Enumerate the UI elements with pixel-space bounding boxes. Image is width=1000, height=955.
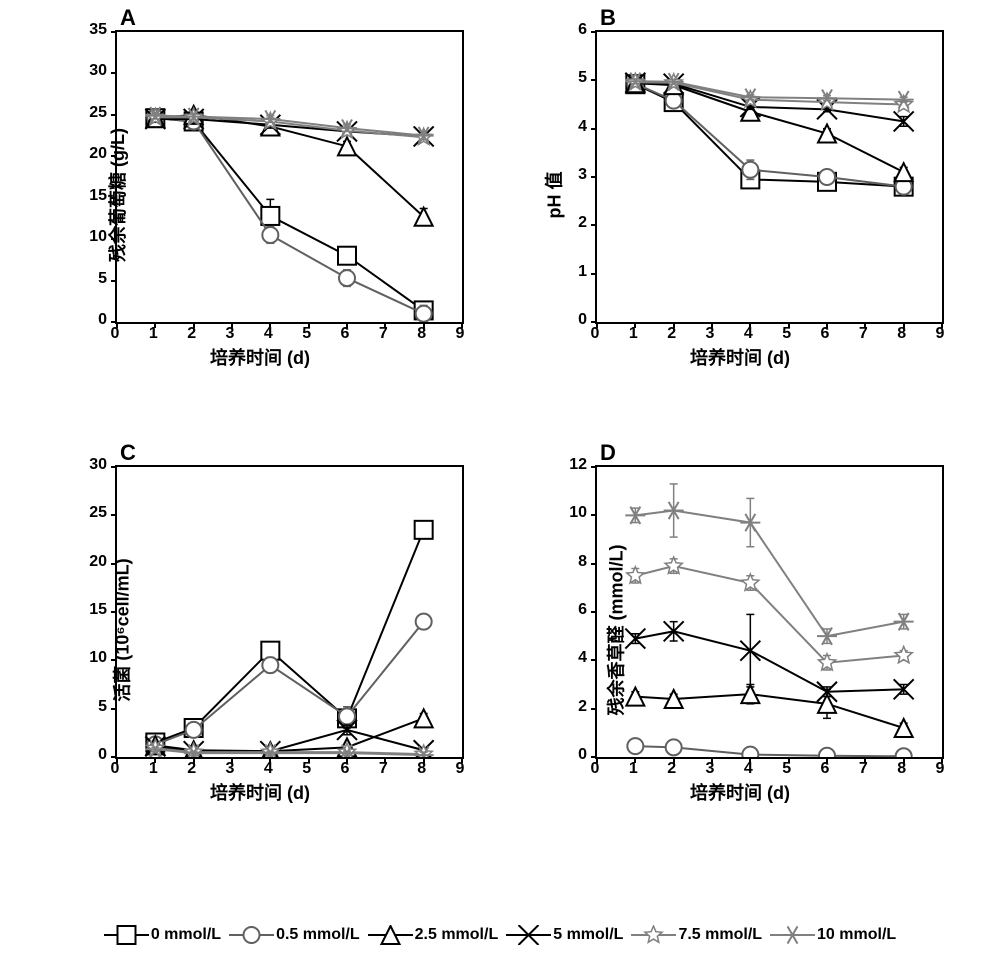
panel-a: A 残余葡萄糖 (g/L) 培养时间 (d) 05101520253035012… (40, 10, 480, 380)
legend-item: 2.5 mmol/L (368, 925, 499, 945)
panel-c-plot (115, 465, 464, 759)
panel-d: D 残余香草醛 (mmol/L) 培养时间 (d) 02468101201234… (520, 445, 960, 815)
legend-label: 5 mmol/L (553, 926, 623, 944)
panel-a-xlabel: 培养时间 (d) (210, 344, 310, 370)
legend-item: 0 mmol/L (104, 925, 221, 945)
legend-item: 5 mmol/L (506, 925, 623, 945)
panel-d-plot (595, 465, 944, 759)
legend-item: 7.5 mmol/L (631, 925, 762, 945)
panel-b-ylabel: pH 值 (541, 172, 567, 219)
legend-label: 0.5 mmol/L (276, 926, 360, 944)
panel-d-xlabel: 培养时间 (d) (690, 779, 790, 805)
panel-b-label: B (600, 5, 616, 31)
panel-c-xlabel: 培养时间 (d) (210, 779, 310, 805)
legend-label: 2.5 mmol/L (415, 926, 499, 944)
legend-label: 0 mmol/L (151, 926, 221, 944)
panel-d-label: D (600, 440, 616, 466)
panel-b: B pH 值 培养时间 (d) 01234560123456789 (520, 10, 960, 380)
legend-label: 10 mmol/L (817, 926, 896, 944)
legend-label: 7.5 mmol/L (678, 926, 762, 944)
figure-container: A 残余葡萄糖 (g/L) 培养时间 (d) 05101520253035012… (0, 0, 1000, 955)
panel-a-label: A (120, 5, 136, 31)
legend-item: 10 mmol/L (770, 925, 896, 945)
panel-a-plot (115, 30, 464, 324)
panel-c-label: C (120, 440, 136, 466)
legend-item: 0.5 mmol/L (229, 925, 360, 945)
panel-b-xlabel: 培养时间 (d) (690, 344, 790, 370)
legend: 0 mmol/L 0.5 mmol/L 2.5 mmol/L 5 mmol/L 7.5… (0, 925, 1000, 945)
panel-c: C 活菌 (10⁶cell/mL) 培养时间 (d) 0510152025300… (40, 445, 480, 815)
panel-b-plot (595, 30, 944, 324)
